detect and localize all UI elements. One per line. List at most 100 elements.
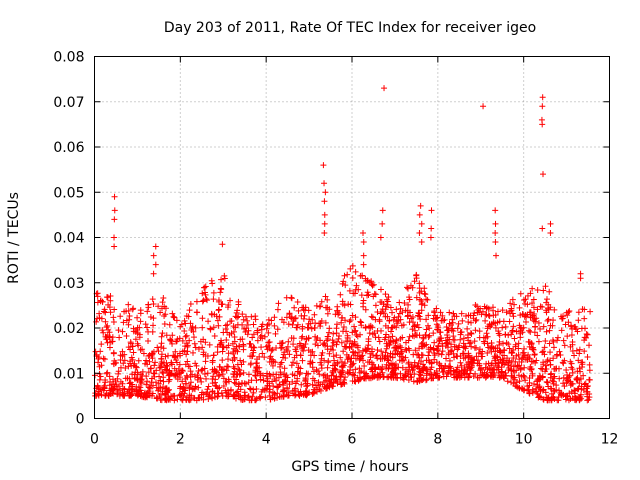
data-point: [384, 301, 391, 308]
data-point: [286, 351, 293, 358]
data-point: [555, 394, 562, 401]
data-point: [282, 355, 289, 362]
data-point: [530, 317, 537, 324]
data-point: [322, 377, 329, 384]
data-point: [275, 300, 282, 307]
data-point: [458, 367, 465, 374]
data-point: [274, 306, 281, 313]
data-point: [155, 303, 162, 310]
data-point: [101, 384, 108, 391]
data-point: [390, 338, 397, 345]
data-point: [266, 386, 273, 393]
data-point: [450, 310, 457, 317]
data-point: [104, 369, 111, 376]
data-point: [101, 356, 108, 363]
data-point: [455, 320, 462, 327]
data-point: [322, 189, 329, 196]
data-point: [477, 372, 484, 379]
data-point: [235, 313, 242, 320]
data-point: [98, 341, 105, 348]
data-point: [350, 371, 357, 378]
data-point: [309, 381, 316, 388]
data-point: [137, 378, 144, 385]
data-point: [125, 386, 132, 393]
data-point: [130, 305, 137, 312]
data-point: [378, 348, 385, 355]
data-point: [263, 343, 270, 350]
data-point: [481, 369, 488, 376]
data-point: [111, 207, 118, 214]
data-point: [152, 359, 159, 366]
data-point: [239, 321, 246, 328]
data-point: [235, 383, 242, 390]
data-point: [579, 361, 586, 368]
data-point: [234, 390, 241, 397]
data-point: [210, 373, 217, 380]
data-point: [503, 339, 510, 346]
data-point: [257, 376, 264, 383]
data-point: [194, 371, 201, 378]
data-point: [129, 381, 136, 388]
data-point: [174, 396, 181, 403]
data-point: [424, 322, 431, 329]
data-point: [419, 339, 426, 346]
data-point: [205, 318, 212, 325]
data-point: [200, 336, 207, 343]
data-point: [492, 324, 499, 331]
data-point: [313, 337, 320, 344]
data-point: [394, 343, 401, 350]
data-point: [366, 359, 373, 366]
data-point: [240, 358, 247, 365]
data-point: [492, 312, 499, 319]
data-point: [438, 351, 445, 358]
data-point: [145, 301, 152, 308]
data-point: [456, 342, 463, 349]
data-point: [384, 313, 391, 320]
data-point: [567, 343, 574, 350]
data-point: [157, 377, 164, 384]
data-point: [215, 392, 222, 399]
data-point: [512, 382, 519, 389]
data-point: [203, 295, 210, 302]
data-point: [163, 332, 170, 339]
data-point: [269, 362, 276, 369]
data-point: [292, 385, 299, 392]
data-point: [337, 291, 344, 298]
data-point: [508, 331, 515, 338]
data-point: [284, 392, 291, 399]
data-point: [100, 387, 107, 394]
data-point: [587, 308, 594, 315]
data-point: [125, 321, 132, 328]
data-point: [474, 303, 481, 310]
data-point: [496, 342, 503, 349]
data-point: [457, 352, 464, 359]
data-point: [221, 366, 228, 373]
data-point: [114, 386, 121, 393]
data-point: [342, 282, 349, 289]
data-point: [378, 299, 385, 306]
data-point: [443, 373, 450, 380]
data-point: [521, 373, 528, 380]
data-point: [360, 303, 367, 310]
data-point: [330, 376, 337, 383]
data-point: [149, 296, 156, 303]
data-point: [199, 290, 206, 297]
data-point: [465, 318, 472, 325]
data-point: [159, 299, 166, 306]
data-point: [187, 379, 194, 386]
data-point: [220, 375, 227, 382]
data-point: [226, 331, 233, 338]
data-point: [271, 322, 278, 329]
data-point: [535, 319, 542, 326]
data-point: [156, 393, 163, 400]
data-point: [388, 374, 395, 381]
data-point: [371, 290, 378, 297]
y-tick-label: 0.06: [53, 140, 84, 156]
data-point: [571, 387, 578, 394]
data-point: [259, 386, 266, 393]
data-point: [120, 319, 127, 326]
data-point: [214, 343, 221, 350]
data-point: [379, 352, 386, 359]
data-point: [494, 354, 501, 361]
data-point: [184, 358, 191, 365]
